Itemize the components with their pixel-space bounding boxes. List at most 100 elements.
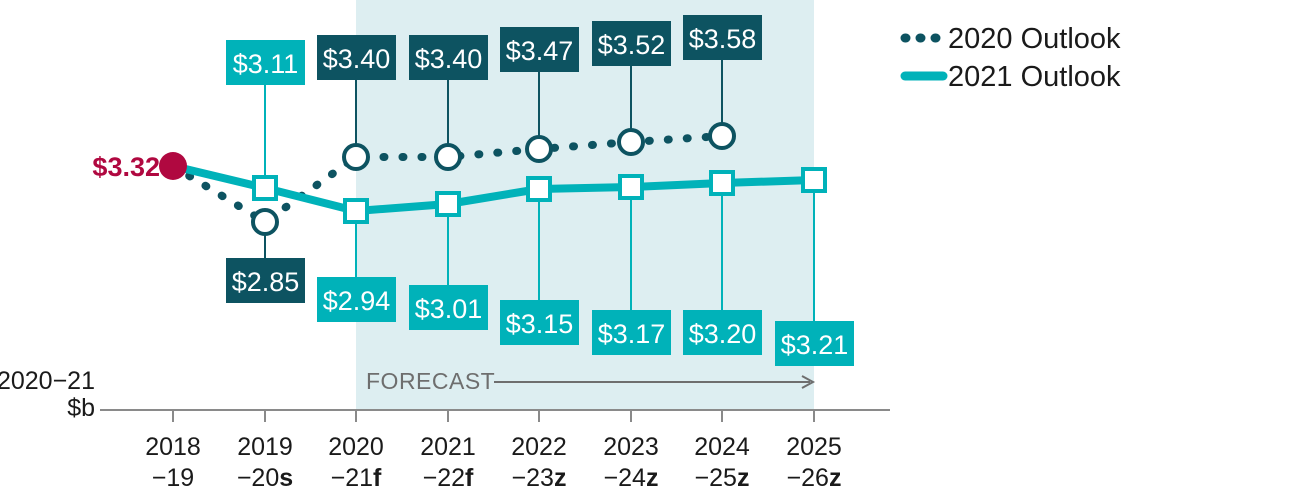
data-label-lower-2023: $3.17 (592, 310, 671, 355)
data-label-box (409, 35, 488, 80)
x-tick-label-range: −24z (604, 464, 659, 492)
chart-legend: 2020 Outlook 2021 Outlook (900, 23, 1121, 93)
x-tick-label-range: −22f (423, 464, 474, 492)
data-label-box (592, 21, 671, 66)
x-tick-range-text: −21 (331, 464, 373, 492)
data-point-marker (252, 175, 278, 201)
x-axis-ticks (172, 410, 815, 422)
data-label-lower-2019: $2.85 (226, 258, 305, 303)
x-tick-label-range: −19 (152, 464, 194, 492)
data-label-text: $3.40 (323, 44, 391, 74)
legend-label: 2021 Outlook (948, 61, 1121, 93)
data-point-marker (251, 208, 279, 236)
x-tick-label-year: 2023 (603, 433, 659, 461)
x-tick-suffix-text: s (279, 464, 293, 492)
x-tick-label-range: −23z (512, 464, 567, 492)
legend-label: 2020 Outlook (948, 23, 1121, 55)
series-markers-2020-outlook (251, 122, 736, 236)
data-label-box (775, 321, 854, 366)
data-label-upper-2019: $3.11 (226, 40, 305, 85)
data-label-box (683, 15, 762, 60)
x-tick-range-text: −26 (787, 464, 829, 492)
data-label-text: $3.58 (689, 24, 757, 54)
x-tick-range-text: −20 (237, 464, 279, 492)
x-tick-label-2020-21f: 2020 −21f (328, 433, 384, 492)
x-tick-range-text: −23 (512, 464, 554, 492)
data-label-text: $3.52 (598, 30, 666, 60)
x-tick-suffix-text: z (737, 464, 750, 492)
data-label-text: $3.15 (506, 309, 574, 339)
data-label-box (226, 258, 305, 303)
x-tick-label-range: −26z (787, 464, 842, 492)
data-label-text: $3.21 (781, 330, 849, 360)
data-label-lower-2022: $3.15 (500, 300, 579, 345)
x-tick-range-text: −24 (604, 464, 647, 492)
data-label-lower-2024: $3.20 (683, 310, 762, 355)
data-point-marker (618, 174, 644, 200)
y-axis-title-line1: 2020−21 (0, 367, 95, 395)
x-tick-label-2018-19: 2018 −19 (145, 433, 201, 492)
lower-data-labels: $2.85 $2.94 $3.01 $3.15 $3.17 $3.20 (226, 258, 854, 366)
data-label-text: $3.17 (598, 319, 666, 349)
series-line-2021-outlook (172, 162, 815, 215)
data-label-text: $3.47 (506, 36, 574, 66)
data-label-lower-2021: $3.01 (409, 285, 488, 330)
data-point-marker (709, 170, 735, 196)
data-label-box (683, 310, 762, 355)
x-tick-label-2019-20s: 2019 −20s (237, 433, 293, 492)
x-tick-label-year: 2019 (237, 433, 293, 461)
data-label-upper-2022: $3.47 (500, 27, 579, 72)
x-tick-label-2021-22f: 2021 −22f (420, 433, 476, 492)
data-label-box (317, 277, 396, 322)
x-tick-range-text: −22 (423, 464, 465, 492)
x-tick-label-2023-24z: 2023 −24z (603, 433, 659, 492)
x-tick-label-year: 2022 (511, 433, 567, 461)
data-label-text: $2.94 (323, 286, 391, 316)
x-tick-suffix-text: z (554, 464, 567, 492)
data-label-box (409, 285, 488, 330)
data-label-box (592, 310, 671, 355)
x-tick-label-year: 2025 (786, 433, 842, 461)
legend-item-2021-outlook[interactable]: 2021 Outlook (900, 61, 1121, 93)
x-tick-label-range: −25z (695, 464, 750, 492)
data-label-box (226, 40, 305, 85)
x-tick-suffix-text: f (373, 464, 382, 492)
data-label-text: $2.85 (232, 267, 300, 297)
data-point-marker (708, 122, 736, 150)
data-label-upper-2024: $3.58 (683, 15, 762, 60)
x-tick-label-year: 2021 (420, 433, 476, 461)
data-label-box (317, 35, 396, 80)
x-tick-label-range: −20s (237, 464, 293, 492)
x-tick-suffix-text: f (465, 464, 474, 492)
data-label-text: $3.40 (415, 44, 483, 74)
start-point-label: $3.32 (92, 152, 160, 182)
x-tick-label-2022-23z: 2022 −23z (511, 433, 567, 492)
data-label-lower-2020: $2.94 (317, 277, 396, 322)
x-tick-suffix-text: z (829, 464, 842, 492)
data-point-marker (342, 143, 370, 171)
legend-item-2020-outlook[interactable]: 2020 Outlook (900, 23, 1121, 55)
data-label-text: $3.20 (689, 319, 757, 349)
data-label-lower-2025: $3.21 (775, 321, 854, 366)
series-markers-2021-outlook (252, 167, 827, 224)
forecast-arrow-head-icon (801, 375, 816, 389)
data-label-box (500, 300, 579, 345)
data-point-marker (435, 191, 461, 217)
data-point-marker (343, 198, 369, 224)
data-label-upper-2020: $3.40 (317, 35, 396, 80)
data-point-marker (617, 128, 645, 156)
data-point-marker (525, 135, 553, 163)
data-label-upper-2021: $3.40 (409, 35, 488, 80)
x-axis-tick-labels: 2018 −19 2019 −20s 2020 −21f 2021 −22f 2… (145, 433, 842, 492)
x-tick-label-year: 2020 (328, 433, 384, 461)
x-tick-range-text: −25 (695, 464, 737, 492)
x-tick-label-2025-26z: 2025 −26z (786, 433, 842, 492)
forecast-label: FORECAST (366, 368, 495, 394)
x-tick-label-year: 2018 (145, 433, 201, 461)
x-tick-label-year: 2024 (694, 433, 750, 461)
data-point-marker (801, 167, 827, 193)
x-tick-suffix-text: z (646, 464, 659, 492)
start-point-marker (159, 152, 187, 180)
